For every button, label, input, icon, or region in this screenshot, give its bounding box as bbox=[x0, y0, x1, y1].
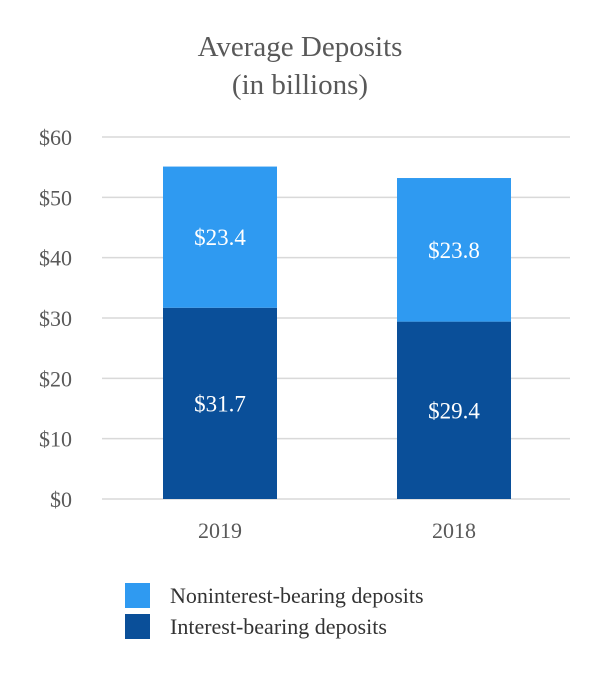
legend: Noninterest-bearing deposits Interest-bea… bbox=[125, 583, 424, 639]
x-tick-label: 2018 bbox=[432, 518, 476, 543]
legend-swatch bbox=[125, 583, 150, 608]
data-labels: $31.7 $23.4 $29.4 $23.8 bbox=[194, 225, 480, 423]
bar-segment bbox=[397, 178, 511, 322]
legend-swatch bbox=[125, 614, 150, 639]
y-tick-label: $0 bbox=[50, 487, 72, 512]
chart-title: Average Deposits bbox=[198, 31, 403, 63]
y-tick-label: $40 bbox=[39, 246, 72, 271]
x-tick-label: 2019 bbox=[198, 518, 242, 543]
bars bbox=[163, 166, 511, 499]
y-tick-label: $50 bbox=[39, 185, 72, 210]
bar-value-label: $29.4 bbox=[428, 398, 480, 423]
legend-label: Interest-bearing deposits bbox=[170, 614, 387, 639]
y-tick-label: $60 bbox=[39, 125, 72, 150]
x-axis-ticks: 2019 2018 bbox=[198, 518, 476, 543]
bar-segment bbox=[397, 321, 511, 499]
chart-subtitle: (in billions) bbox=[232, 69, 368, 101]
y-tick-label: $30 bbox=[39, 306, 72, 331]
y-tick-label: $20 bbox=[39, 366, 72, 391]
bar-segment bbox=[163, 307, 277, 499]
bar-segment bbox=[163, 166, 277, 308]
bar-value-label: $31.7 bbox=[194, 391, 246, 416]
y-tick-label: $10 bbox=[39, 427, 72, 452]
bar-value-label: $23.8 bbox=[428, 238, 480, 263]
y-axis-ticks: $0 $10 $20 $30 $40 $50 $60 bbox=[39, 125, 72, 512]
legend-label: Noninterest-bearing deposits bbox=[170, 583, 424, 608]
bar-value-label: $23.4 bbox=[194, 225, 246, 250]
